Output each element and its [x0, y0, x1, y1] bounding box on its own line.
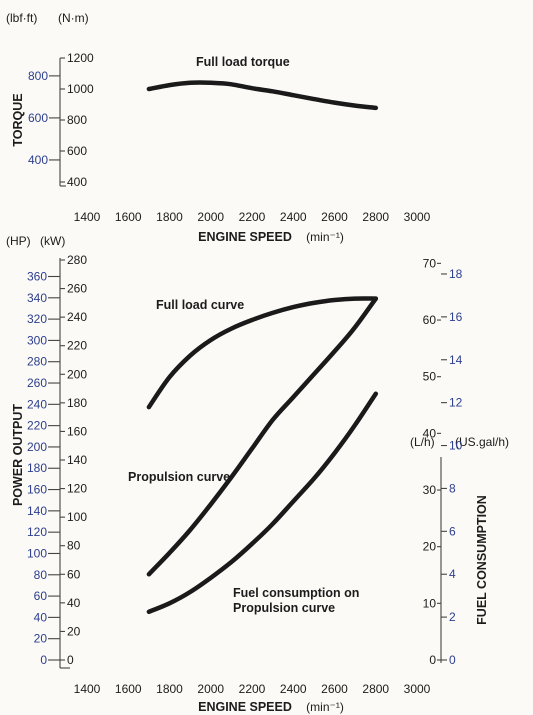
fuel-gal-tick-label: 4 [449, 567, 456, 581]
power-hp-tick-label: 120 [27, 525, 47, 539]
torque-axis-label: TORQUE [11, 93, 25, 146]
power-hp-tick-label: 60 [34, 589, 48, 603]
power-x-tick-label: 2600 [321, 682, 348, 696]
power-x-tick-label: 3000 [404, 682, 431, 696]
fuel-lh-tick-label: 10 [423, 596, 437, 610]
power-kw-tick-label: 140 [67, 453, 87, 467]
power-output-axis-label: POWER OUTPUT [11, 404, 25, 506]
power-kw-tick-label: 40 [67, 596, 81, 610]
fuel-consumption-label-line1: Fuel consumption on [233, 586, 359, 600]
fuel-lh-tick-label: 50 [423, 370, 437, 384]
power-hp-tick-label: 40 [34, 610, 48, 624]
propulsion-curve-label: Propulsion curve [128, 470, 230, 484]
power-kw-tick-label: 240 [67, 310, 87, 324]
torque-x-tick-label: 1400 [74, 210, 101, 224]
torque-lbfft-tick-label: 400 [28, 153, 48, 167]
torque-x-tick-label: 2400 [280, 210, 307, 224]
power-kw-tick-label: 60 [67, 567, 81, 581]
power-kw-tick-label: 120 [67, 482, 87, 496]
fuel-gal-tick-label: 12 [449, 396, 463, 410]
fuel-gal-tick-label: 18 [449, 267, 463, 281]
power-kw-tick-label: 0 [67, 653, 74, 667]
power-x-tick-label: 2000 [197, 682, 224, 696]
fuel-lh-tick-label: 70 [423, 256, 437, 270]
power-unit-kw: (kW) [40, 234, 65, 248]
power-kw-tick-label: 160 [67, 424, 87, 438]
fuel-lh-tick-label: 60 [423, 313, 437, 327]
power-x-tick-label: 2200 [239, 682, 266, 696]
full-load-curve-label: Full load curve [156, 298, 244, 312]
torque-x-tick-label: 1800 [156, 210, 183, 224]
power-hp-tick-label: 140 [27, 504, 47, 518]
fuel-lh-tick-label: 20 [423, 540, 437, 554]
torque-x-tick-label: 2800 [362, 210, 389, 224]
full-load-torque-label: Full load torque [196, 55, 290, 69]
fuel-gal-tick-label: 2 [449, 610, 456, 624]
power-x-axis-label: ENGINE SPEED [198, 700, 292, 714]
fuel-consumption-axis-label: FUEL CONSUMPTION [475, 495, 489, 625]
power-kw-tick-label: 200 [67, 367, 87, 381]
torque-nm-tick-label: 1000 [67, 82, 94, 96]
fuel-gal-tick-label: 8 [449, 481, 456, 495]
power-hp-tick-label: 360 [27, 269, 47, 283]
fuel-gal-tick-label: 16 [449, 310, 463, 324]
power-hp-tick-label: 0 [40, 653, 47, 667]
torque-lbfft-tick-label: 800 [28, 69, 48, 83]
fuel-consumption-line [149, 394, 376, 612]
power-kw-tick-label: 100 [67, 510, 87, 524]
fuel-gal-tick-label: 0 [449, 653, 456, 667]
torque-x-tick-label: 3000 [404, 210, 431, 224]
power-kw-tick-label: 180 [67, 396, 87, 410]
fuel-gal-tick-label: 6 [449, 524, 456, 538]
torque-x-tick-label: 1600 [115, 210, 142, 224]
power-hp-tick-label: 100 [27, 546, 47, 560]
torque-unit-lbfft: (lbf·ft) [6, 11, 37, 25]
power-hp-tick-label: 180 [27, 461, 47, 475]
power-x-tick-label: 1400 [74, 682, 101, 696]
power-hp-tick-label: 340 [27, 291, 47, 305]
power-hp-tick-label: 200 [27, 440, 47, 454]
torque-x-tick-label: 2600 [321, 210, 348, 224]
fuel-lh-tick-label: 0 [429, 653, 436, 667]
fuel-lh-tick-label: 30 [423, 483, 437, 497]
power-hp-tick-label: 260 [27, 376, 47, 390]
power-hp-tick-label: 280 [27, 355, 47, 369]
power-hp-tick-label: 240 [27, 397, 47, 411]
power-x-tick-label: 1600 [115, 682, 142, 696]
torque-nm-tick-label: 400 [67, 175, 87, 189]
full-load-torque-line [149, 83, 376, 108]
power-x-tick-label: 2800 [362, 682, 389, 696]
torque-nm-tick-label: 800 [67, 113, 87, 127]
power-kw-tick-label: 20 [67, 624, 81, 638]
power-kw-tick-label: 80 [67, 539, 81, 553]
torque-x-tick-label: 2200 [239, 210, 266, 224]
power-hp-tick-label: 20 [34, 632, 48, 646]
torque-x-tick-label: 2000 [197, 210, 224, 224]
torque-nm-tick-label: 600 [67, 144, 87, 158]
power-unit-hp: (HP) [6, 234, 31, 248]
power-hp-tick-label: 160 [27, 483, 47, 497]
fuel-gal-tick-label: 10 [449, 439, 463, 453]
torque-unit-nm: (N·m) [58, 11, 89, 25]
torque-lbfft-tick-label: 600 [28, 111, 48, 125]
power-kw-tick-label: 220 [67, 339, 87, 353]
torque-x-axis-unit: (min⁻¹) [306, 230, 344, 244]
fuel-gal-tick-label: 14 [449, 353, 463, 367]
fuel-unit-gal: (US.gal/h) [455, 435, 509, 449]
power-x-axis-unit: (min⁻¹) [306, 700, 344, 714]
power-hp-tick-label: 300 [27, 333, 47, 347]
power-kw-tick-label: 280 [67, 253, 87, 267]
torque-nm-tick-label: 1200 [67, 51, 94, 65]
power-x-tick-label: 1800 [156, 682, 183, 696]
fuel-consumption-label-line2: Propulsion curve [233, 601, 335, 615]
power-x-tick-label: 2400 [280, 682, 307, 696]
torque-x-axis-label: ENGINE SPEED [198, 230, 292, 244]
fuel-lh-tick-label: 40 [423, 426, 437, 440]
full-load-curve-line [149, 298, 376, 407]
power-hp-tick-label: 220 [27, 419, 47, 433]
power-hp-tick-label: 80 [34, 568, 48, 582]
power-kw-tick-label: 260 [67, 282, 87, 296]
power-hp-tick-label: 320 [27, 312, 47, 326]
